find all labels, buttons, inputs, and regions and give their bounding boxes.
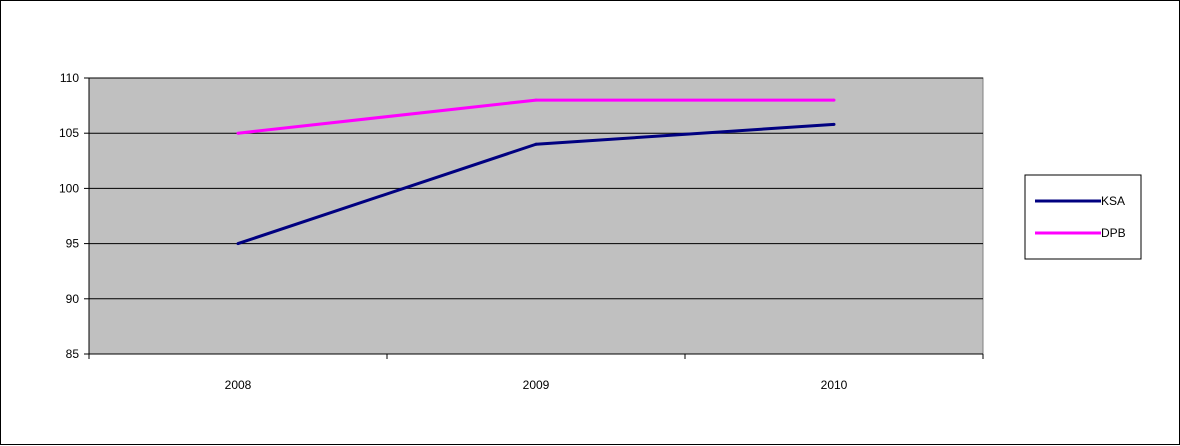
y-tick-label-100: 100 [59,181,79,195]
legend-label-dpb: DPB [1101,226,1126,240]
plot-area [88,77,984,355]
y-tick-label-110: 110 [60,71,79,85]
series-lines [236,98,836,246]
legend-label-ksa: KSA [1101,194,1125,208]
y-tick-labels: 85 90 95 100 105 110 [59,71,79,361]
y-tick-label-95: 95 [66,237,80,251]
x-tick-label-2009: 2009 [523,378,550,392]
y-tick-label-105: 105 [59,126,79,140]
data-point-ksa-2010 [832,122,836,126]
x-tick-labels: 2008 2009 2010 [225,378,848,392]
x-tick-label-2010: 2010 [821,378,848,392]
x-tick-label-2008: 2008 [225,378,252,392]
y-tick-label-90: 90 [66,292,80,306]
legend: KSA DPB [1024,174,1142,260]
data-point-ksa-2008 [236,242,240,246]
data-point-dpb-2008 [236,131,240,135]
data-point-ksa-2009 [534,142,538,146]
data-point-dpb-2010 [832,98,836,102]
axes [84,77,984,359]
data-point-dpb-2009 [534,98,538,102]
y-tick-label-85: 85 [66,347,80,361]
legend-box [1024,174,1142,260]
